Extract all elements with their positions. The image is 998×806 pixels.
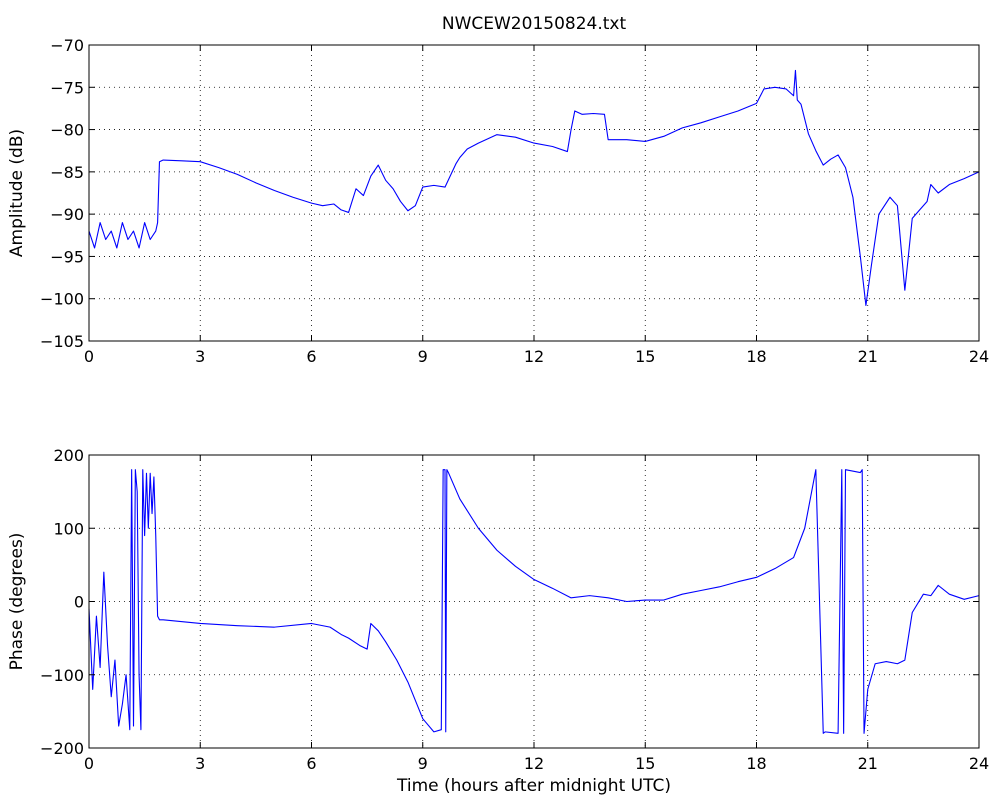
- amplitude-x-tick-label: 3: [195, 347, 205, 366]
- amplitude-x-tick-label: 15: [635, 347, 655, 366]
- phase-series-line: [88, 469, 980, 734]
- phase-x-tick-label: 6: [306, 754, 316, 773]
- amplitude-y-tick-label: −105: [40, 332, 84, 351]
- amplitude-x-tick-label: 24: [969, 347, 989, 366]
- amplitude-y-tick-label: −85: [50, 163, 84, 182]
- amplitude-panel: 0 3 6 9 12 15 18 21 24 −105 −100 −95 −90 −85 −80 −75 −70…: [7, 36, 989, 366]
- amplitude-y-tick-label: −75: [50, 78, 84, 97]
- phase-x-tick-label: 0: [84, 754, 94, 773]
- phase-x-axis-label: Time (hours after midnight UTC): [396, 776, 671, 796]
- amplitude-y-tick-label: −95: [50, 247, 84, 266]
- phase-y-tick-label: −200: [40, 739, 84, 758]
- phase-x-tick-label: 12: [524, 754, 544, 773]
- amplitude-x-tick-label: 9: [418, 347, 428, 366]
- phase-y-tick-label: 100: [53, 519, 84, 538]
- phase-y-axis-label: Phase (degrees): [7, 533, 27, 671]
- phase-y-tick-label: −100: [40, 666, 84, 685]
- phase-x-tick-label: 21: [858, 754, 878, 773]
- phase-panel: 0 3 6 9 12 15 18 21 24 −200 −100 0 100 200 Phase (degr…: [7, 446, 989, 796]
- amplitude-y-axis-label: Amplitude (dB): [7, 129, 27, 257]
- amplitude-series-line: [88, 69, 980, 307]
- figure-title: NWCEW20150824.txt: [442, 14, 627, 34]
- phase-x-tick-label: 24: [969, 754, 989, 773]
- amplitude-y-tick-label: −80: [50, 121, 84, 140]
- phase-y-tick-label: 200: [53, 446, 84, 465]
- amplitude-x-tick-label: 21: [858, 347, 878, 366]
- phase-x-tick-label: 3: [195, 754, 205, 773]
- amplitude-x-tick-label: 0: [84, 347, 94, 366]
- amplitude-x-tick-label: 12: [524, 347, 544, 366]
- amplitude-y-tick-label: −70: [50, 36, 84, 55]
- amplitude-y-tick-label: −100: [40, 290, 84, 309]
- amplitude-plot-area: [89, 45, 979, 341]
- phase-x-tick-label: 18: [746, 754, 766, 773]
- phase-y-tick-label: 0: [74, 593, 84, 612]
- phase-x-tick-label: 9: [418, 754, 428, 773]
- phase-x-tick-label: 15: [635, 754, 655, 773]
- amplitude-x-tick-label: 6: [306, 347, 316, 366]
- amplitude-y-tick-label: −90: [50, 205, 84, 224]
- amplitude-x-tick-label: 18: [746, 347, 766, 366]
